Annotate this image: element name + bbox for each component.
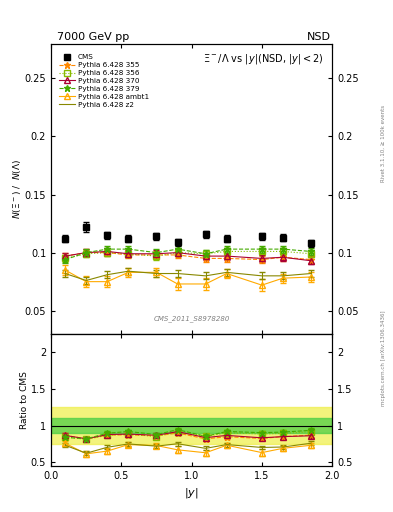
Text: CMS_2011_S8978280: CMS_2011_S8978280 xyxy=(153,315,230,323)
Bar xyxy=(51,407,332,444)
Legend: CMS, Pythia 6.428 355, Pythia 6.428 356, Pythia 6.428 370, Pythia 6.428 379, Pyt: CMS, Pythia 6.428 355, Pythia 6.428 356,… xyxy=(57,53,150,109)
Text: Rivet 3.1.10, ≥ 100k events: Rivet 3.1.10, ≥ 100k events xyxy=(381,105,386,182)
Text: NSD: NSD xyxy=(307,32,331,42)
Text: 7000 GeV pp: 7000 GeV pp xyxy=(57,32,129,42)
Y-axis label: Ratio to CMS: Ratio to CMS xyxy=(20,371,29,429)
X-axis label: $|y|$: $|y|$ xyxy=(184,486,199,500)
Text: $\Xi^-/\Lambda$ vs $|y|$(NSD, $|y| < 2$): $\Xi^-/\Lambda$ vs $|y|$(NSD, $|y| < 2$) xyxy=(203,52,324,66)
Y-axis label: $N(\Xi^-)$ /  $N(\Lambda)$: $N(\Xi^-)$ / $N(\Lambda)$ xyxy=(11,159,23,219)
Text: mcplots.cern.ch [arXiv:1306.3436]: mcplots.cern.ch [arXiv:1306.3436] xyxy=(381,311,386,406)
Bar xyxy=(51,418,332,433)
